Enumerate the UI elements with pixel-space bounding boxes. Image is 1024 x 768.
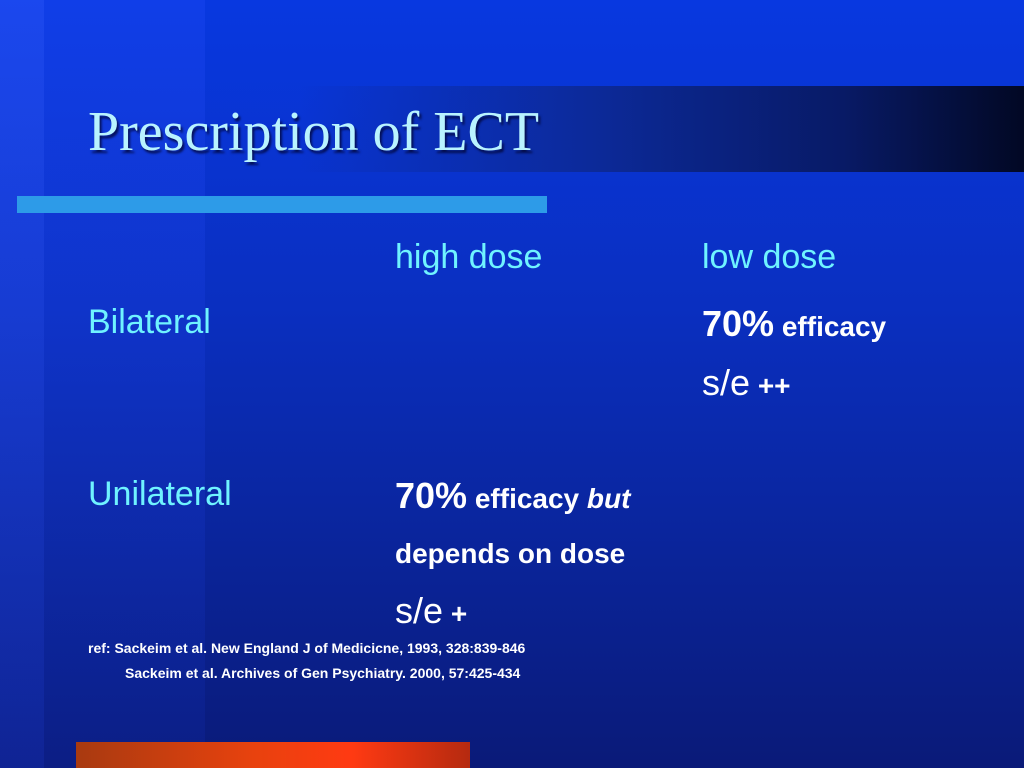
side-effects-mark: ++ — [757, 370, 791, 401]
efficacy-percent: 70% — [702, 303, 775, 344]
efficacy-label: efficacy — [781, 311, 887, 342]
reference-line-1: ref: Sackeim et al. New England J of Med… — [88, 640, 526, 656]
efficacy-qualifier: but — [586, 483, 631, 514]
row-label-unilateral: Unilateral — [88, 475, 232, 513]
bilateral-low-dose-side-effects: s/e ++ — [702, 362, 791, 404]
background-shade-edge — [0, 0, 44, 768]
background-shade — [0, 0, 205, 768]
row-label-bilateral: Bilateral — [88, 303, 211, 341]
unilateral-high-dose-dependency: depends on dose — [395, 538, 626, 569]
column-header-low-dose: low dose — [702, 238, 837, 276]
title-underline — [17, 196, 547, 213]
unilateral-high-dose-side-effects: s/e + — [395, 590, 467, 632]
efficacy-percent: 70% — [395, 475, 468, 516]
slide-title: Prescription of ECT — [88, 101, 540, 163]
side-effects-label: s/e — [395, 590, 444, 631]
reference-line-2: Sackeim et al. Archives of Gen Psychiatr… — [125, 665, 521, 681]
accent-bar — [76, 742, 470, 768]
side-effects-label: s/e — [702, 362, 751, 403]
side-effects-mark: + — [450, 598, 468, 629]
column-header-high-dose: high dose — [395, 238, 543, 276]
bilateral-low-dose-efficacy: 70% efficacy — [702, 303, 886, 345]
title-band — [300, 86, 1024, 172]
unilateral-high-dose-efficacy: 70% efficacy but — [395, 475, 630, 517]
efficacy-label: efficacy — [474, 483, 580, 514]
